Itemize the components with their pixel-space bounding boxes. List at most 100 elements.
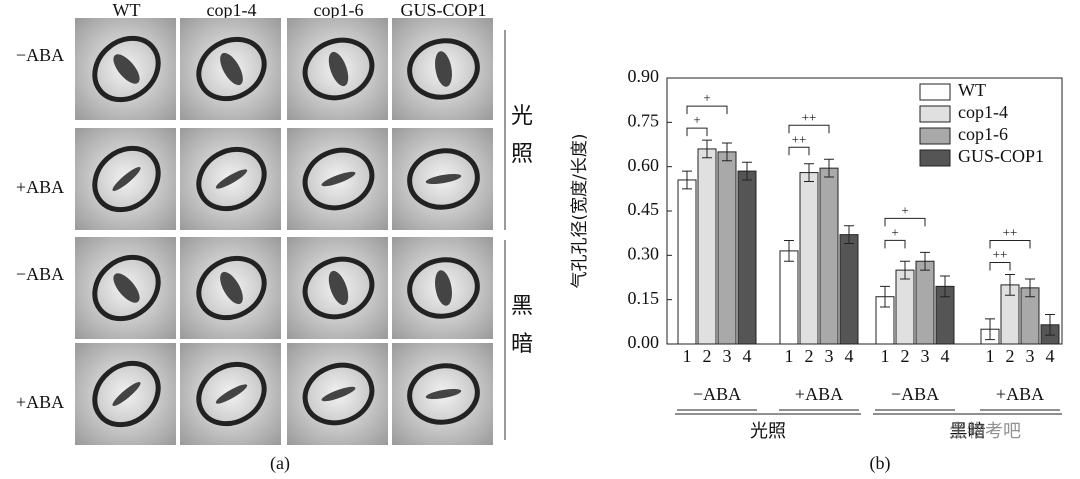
guard-cell: [92, 254, 161, 322]
guard-cell: [407, 363, 480, 425]
significance-bracket: [989, 262, 1011, 271]
bar: [819, 167, 839, 345]
column-label: GUS-COP1: [400, 0, 486, 20]
x-tick-label: 3: [921, 346, 930, 366]
stoma-pore: [220, 52, 243, 86]
x-tick-label: 4: [1046, 346, 1055, 366]
guard-cell: [196, 146, 267, 212]
y-tick-label: 0.90: [628, 66, 660, 86]
guard-cell: [407, 38, 480, 100]
row-label: −ABA: [16, 45, 64, 65]
guard-cell: [302, 37, 375, 101]
error-bar: [804, 163, 814, 182]
error-bar: [1045, 313, 1055, 336]
error-bar: [824, 158, 834, 178]
legend-label: GUS-COP1: [958, 146, 1044, 166]
bar: [799, 172, 819, 345]
legend-label: WT: [958, 80, 986, 100]
bar: [677, 179, 697, 345]
error-bar: [920, 251, 930, 271]
watermark: 生物考吧: [949, 421, 1021, 442]
stoma-pore: [113, 54, 140, 84]
x-tick-label: 4: [743, 346, 752, 366]
x-tick-label: 3: [1026, 346, 1035, 366]
stoma-pore: [435, 51, 452, 87]
guard-cell: [92, 360, 161, 428]
x-tick-label: 1: [785, 346, 794, 366]
x-tick-label: 4: [845, 346, 854, 366]
condition-label: 暗: [511, 331, 533, 356]
significance-label: +: [693, 112, 700, 127]
column-label: cop1-4: [207, 0, 257, 20]
guard-cell: [302, 362, 375, 426]
bar: [737, 170, 757, 345]
stoma-pore: [220, 271, 243, 305]
condition-label: 光照: [750, 421, 786, 442]
guard-cell: [196, 255, 267, 321]
significance-bracket: [788, 146, 810, 156]
stoma-pore: [328, 51, 349, 87]
significance-bracket: [788, 124, 830, 134]
significance-bracket: [686, 105, 728, 115]
error-bar: [784, 240, 794, 262]
caption: (b): [870, 453, 891, 474]
stoma-pore: [215, 384, 248, 404]
error-bar: [1005, 274, 1015, 296]
error-bar: [1025, 278, 1035, 298]
guard-cell: [407, 257, 480, 319]
x-tick-label: 2: [1006, 346, 1015, 366]
error-bar: [844, 225, 854, 245]
row-label: +ABA: [16, 392, 64, 412]
bar: [915, 260, 935, 345]
error-bar: [880, 285, 890, 308]
row-label: +ABA: [16, 177, 64, 197]
guard-cell: [92, 145, 161, 213]
x-tick-label: 1: [986, 346, 995, 366]
bar: [779, 250, 799, 345]
error-bar: [985, 318, 995, 341]
stoma-pore: [112, 382, 141, 406]
y-axis-label: 气孔孔径(宽度/长度): [570, 134, 590, 289]
condition-label: 光: [511, 103, 533, 128]
error-bar: [722, 142, 732, 162]
row-label: −ABA: [16, 264, 64, 284]
legend-label: cop1-4: [958, 102, 1008, 122]
stoma-pore: [321, 386, 356, 402]
x-tick-label: 2: [805, 346, 814, 366]
guard-cell: [92, 35, 161, 103]
significance-label: +: [901, 202, 908, 217]
caption: (a): [270, 453, 290, 474]
significance-bracket: [989, 240, 1031, 249]
legend-swatch: [919, 127, 951, 145]
error-bar: [900, 260, 910, 280]
stoma-pore: [425, 388, 462, 400]
legend-label: cop1-6: [958, 124, 1008, 144]
column-label: WT: [113, 0, 141, 20]
group-label: +ABA: [996, 384, 1044, 404]
legend-swatch: [919, 105, 951, 123]
y-tick-label: 0.75: [628, 110, 660, 130]
stoma-pore: [113, 273, 140, 303]
significance-bracket: [884, 239, 906, 249]
error-bar: [682, 170, 692, 190]
bar: [697, 148, 717, 345]
guard-cell: [302, 256, 375, 320]
bar: [839, 234, 859, 345]
y-tick-label: 0.00: [628, 332, 660, 352]
stoma-pore: [435, 270, 452, 306]
y-tick-label: 0.45: [628, 199, 660, 219]
y-tick-label: 0.15: [628, 288, 660, 308]
legend-swatch: [919, 83, 951, 101]
bar: [717, 151, 737, 345]
group-label: −ABA: [891, 384, 939, 404]
x-tick-label: 4: [941, 346, 950, 366]
column-label: cop1-6: [314, 0, 364, 20]
x-tick-label: 2: [901, 346, 910, 366]
group-label: −ABA: [693, 384, 741, 404]
significance-bracket: [884, 217, 926, 227]
x-tick-label: 3: [825, 346, 834, 366]
significance-label: ++: [1003, 225, 1018, 240]
significance-label: +: [703, 90, 710, 105]
error-bar: [742, 161, 752, 181]
x-tick-label: 1: [881, 346, 890, 366]
